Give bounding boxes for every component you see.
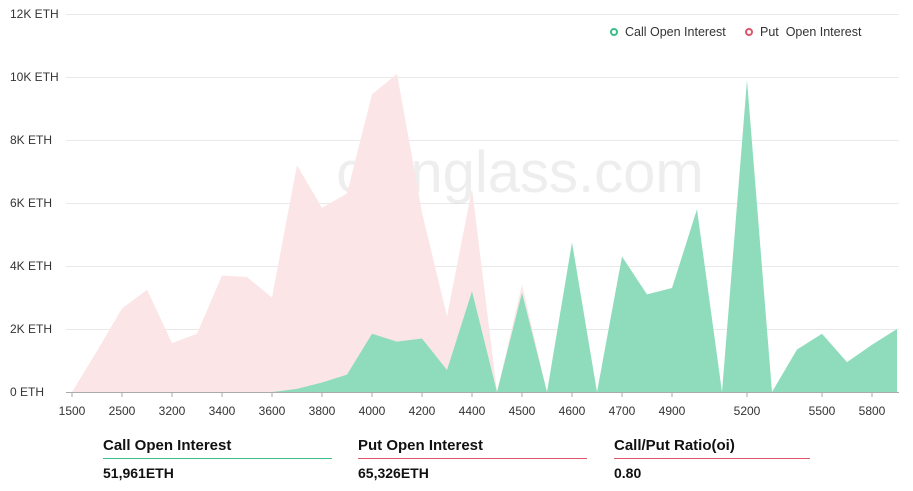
- x-tick-label: 5800: [859, 404, 886, 418]
- stat-value: 51,961ETH: [103, 465, 174, 481]
- legend-put-marker: [745, 28, 753, 36]
- y-tick-label: 4K ETH: [10, 259, 52, 273]
- stat-divider: [614, 458, 810, 459]
- x-tick-label: 4400: [459, 404, 486, 418]
- x-tick-label: 3800: [309, 404, 336, 418]
- legend-item-call[interactable]: Call Open Interest: [610, 25, 726, 39]
- stat-value: 65,326ETH: [358, 465, 429, 481]
- y-tick-label: 6K ETH: [10, 196, 52, 210]
- stat-label: Call Open Interest: [103, 437, 232, 454]
- legend-call-label: Call Open Interest: [625, 25, 726, 39]
- x-tick-label: 4200: [409, 404, 436, 418]
- series-area-put: [72, 73, 897, 392]
- y-tick-label: 2K ETH: [10, 322, 52, 336]
- series-areas: [72, 73, 897, 393]
- legend-put-label: Put Open Interest: [760, 25, 862, 39]
- stat-label: Put Open Interest: [358, 437, 484, 454]
- chart-legend: Call Open Interest Put Open Interest: [610, 25, 862, 39]
- x-tick-label: 5500: [809, 404, 836, 418]
- x-tick-label: 3400: [209, 404, 236, 418]
- stat-label: Call/Put Ratio(oi): [614, 437, 735, 454]
- stat-divider: [358, 458, 587, 459]
- x-axis-tick-labels: 1500 2500 3200 3400 3600 3800 4000 4200 4400 4500…: [59, 392, 886, 418]
- x-tick-label: 4900: [659, 404, 686, 418]
- y-axis-tick-labels: 0 ETH 2K ETH 4K ETH 6K ETH 8K ETH 10K ETH 12K …: [10, 7, 59, 399]
- x-tick-label: 1500: [59, 404, 86, 418]
- stat-call-put-ratio: Call/Put Ratio(oi) 0.80: [614, 436, 810, 482]
- x-tick-label: 5200: [734, 404, 761, 418]
- stat-value: 0.80: [614, 465, 642, 481]
- x-tick-label: 3600: [259, 404, 286, 418]
- x-tick-label: 4000: [359, 404, 386, 418]
- x-tick-label: 4600: [559, 404, 586, 418]
- series-area-call: [72, 80, 897, 393]
- x-tick-label: 2500: [109, 404, 136, 418]
- y-tick-label: 10K ETH: [10, 70, 59, 84]
- stat-call-open-interest: Call Open Interest 51,961ETH: [103, 436, 332, 482]
- legend-item-put[interactable]: Put Open Interest: [745, 25, 862, 39]
- y-tick-label: 8K ETH: [10, 133, 52, 147]
- y-tick-label: 0 ETH: [10, 385, 44, 399]
- x-tick-label: 4700: [609, 404, 636, 418]
- x-tick-label: 4500: [509, 404, 536, 418]
- stat-put-open-interest: Put Open Interest 65,326ETH: [358, 436, 587, 482]
- x-tick-label: 3200: [159, 404, 186, 418]
- summary-stats: Call Open Interest 51,961ETH Put Open In…: [0, 436, 913, 491]
- stat-divider: [103, 458, 332, 459]
- y-tick-label: 12K ETH: [10, 7, 59, 21]
- legend-call-marker: [610, 28, 618, 36]
